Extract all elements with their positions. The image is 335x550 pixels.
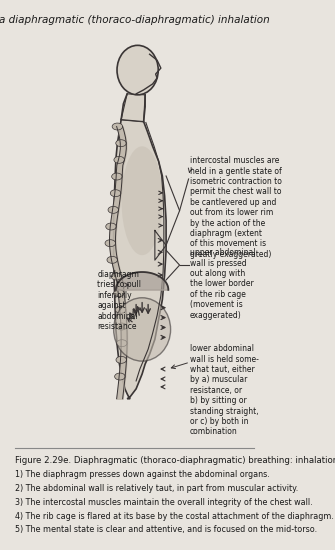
Ellipse shape [108,206,119,213]
Ellipse shape [112,173,122,180]
Ellipse shape [105,240,116,246]
Ellipse shape [122,146,163,255]
Text: 1) The diaphragm presses down against the abdominal organs.: 1) The diaphragm presses down against th… [15,470,269,479]
Ellipse shape [114,156,124,163]
Ellipse shape [116,323,127,330]
Text: 4) The rib cage is flared at its base by the costal attachment of the diaphragm.: 4) The rib cage is flared at its base by… [15,512,334,521]
Ellipse shape [107,256,118,263]
Polygon shape [114,119,166,399]
Text: lower abdominal
wall is held some-
what taut, either
by a) muscular
resistance, : lower abdominal wall is held some- what … [190,344,259,437]
Ellipse shape [114,290,124,296]
Text: upper abdominal
wall is pressed
out along with
the lower border
of the rib cage
: upper abdominal wall is pressed out alon… [190,248,256,320]
Ellipse shape [114,298,171,361]
Text: Figure 2.29e. Diaphragmatic (thoraco-diaphragmatic) breathing: inhalation.: Figure 2.29e. Diaphragmatic (thoraco-dia… [15,456,335,465]
Text: 2) The abdominal wall is relatively taut, in part from muscular activity.: 2) The abdominal wall is relatively taut… [15,484,298,493]
Ellipse shape [110,190,121,197]
Text: a diaphragmatic (thoraco-diaphragmatic) inhalation: a diaphragmatic (thoraco-diaphragmatic) … [0,15,269,25]
Ellipse shape [115,306,126,313]
Ellipse shape [116,356,127,364]
Text: intercostal muscles are
held in a gentle state of
isometric contraction to
permi: intercostal muscles are held in a gentle… [190,156,282,259]
Ellipse shape [111,273,122,280]
Polygon shape [116,272,169,290]
Ellipse shape [115,373,125,380]
Text: 3) The intercostal muscles maintain the overall integrity of the chest wall.: 3) The intercostal muscles maintain the … [15,498,312,507]
Ellipse shape [112,123,123,130]
Ellipse shape [117,45,158,95]
Text: diaphragm
tries to pull
inferiorly
against
abdominal
resistance: diaphragm tries to pull inferiorly again… [97,270,141,331]
Polygon shape [121,94,145,122]
Ellipse shape [117,340,127,346]
Text: 5) The mental state is clear and attentive, and is focused on the mid-torso.: 5) The mental state is clear and attenti… [15,525,317,535]
Ellipse shape [116,140,126,147]
Ellipse shape [106,223,116,230]
